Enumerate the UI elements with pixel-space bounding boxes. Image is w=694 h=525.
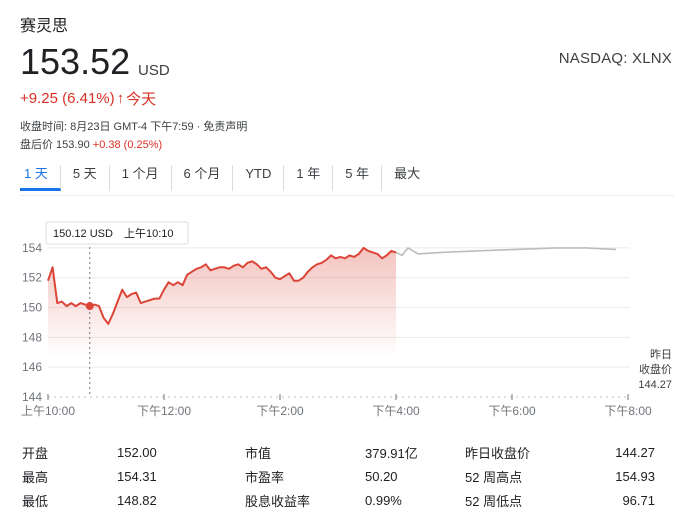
stat-pe-label: 市盈率: [245, 469, 285, 485]
stat-open-value: 152.00: [117, 444, 157, 460]
tab-6m[interactable]: 6 个月: [172, 165, 234, 191]
price-tooltip: 150.12 USD 上午10:10: [45, 221, 189, 245]
tab-1m[interactable]: 1 个月: [110, 165, 172, 191]
stat-52w-low-label: 52 周低点: [465, 493, 523, 509]
close-time-info: 收盘时间: 8月23日 GMT-4 下午7:59 · 免责声明: [20, 121, 248, 133]
price-chart[interactable]: 154 152 150 148 146 144 上午10:00 下午12:00 下午2:00 下…: [0, 210, 694, 430]
price-line: [47, 246, 397, 325]
stock-price: 153.52: [20, 41, 131, 82]
price-change: +9.25 (6.41%) ↑ 今天: [20, 88, 156, 109]
x-tick-label: 下午12:00: [137, 404, 191, 418]
stat-52w-low-value: 96.71: [622, 492, 655, 508]
change-amount: +9.25 (6.41%): [20, 90, 115, 107]
tab-5y[interactable]: 5 年: [333, 165, 383, 191]
stat-dividend-value: 0.99%: [365, 492, 402, 508]
y-tick-label: 154: [22, 241, 42, 255]
tab-max[interactable]: 最大: [394, 166, 421, 181]
stats-table: 开盘 152.00 市值 379.91亿 昨日收盘价 144.27 最高 154…: [22, 440, 672, 512]
stat-market-cap-label: 市值: [245, 445, 272, 461]
after-hours-label: 盘后价 153.90: [20, 139, 90, 151]
after-hours-change: +0.38 (0.25%): [92, 139, 163, 151]
exchange-ticker: NASDAQ: XLNX: [558, 50, 672, 67]
y-tick-label: 150: [22, 301, 42, 315]
stat-low-value: 148.82: [117, 492, 157, 508]
tooltip-price: 150.12 USD: [53, 228, 113, 240]
range-tabs: 1 天 5 天 1 个月 6 个月 YTD 1 年 5 年 最大: [20, 165, 432, 191]
previous-close-label: 昨日 收盘价 144.27: [638, 348, 672, 391]
x-axis: 上午10:00 下午12:00 下午2:00 下午4:00 下午6:00 下午8:00: [21, 394, 652, 418]
stat-52w-high-value: 154.93: [615, 468, 655, 484]
change-period: 今天: [126, 91, 157, 108]
x-tick-label: 下午4:00: [372, 404, 420, 418]
tooltip-box: [45, 221, 189, 245]
after-hours-line: [395, 246, 617, 257]
stats-row: 最高 154.31 市盈率 50.20 52 周高点 154.93: [22, 464, 672, 488]
stats-row: 最低 148.82 股息收益率 0.99% 52 周低点 96.71: [22, 488, 672, 512]
y-tick-label: 148: [22, 330, 42, 344]
prev-close-line-1: 昨日: [650, 348, 672, 361]
stat-high-value: 154.31: [117, 468, 157, 484]
stat-prev-close-value: 144.27: [615, 444, 655, 460]
x-tick-label: 下午8:00: [604, 404, 652, 418]
y-tick-label: 144: [22, 390, 42, 404]
after-hours-info: 盘后价 153.90 +0.38 (0.25%): [20, 136, 162, 152]
tooltip-time: 上午10:10: [124, 227, 174, 240]
y-tick-label: 146: [22, 360, 42, 374]
tab-1y[interactable]: 1 年: [284, 165, 334, 191]
y-tick-label: 152: [22, 271, 42, 285]
tab-divider: [20, 195, 674, 196]
x-tick-label: 下午2:00: [256, 404, 304, 418]
stats-row: 开盘 152.00 市值 379.91亿 昨日收盘价 144.27: [22, 440, 672, 464]
stat-low-label: 最低: [22, 493, 49, 509]
stat-52w-high-label: 52 周高点: [465, 469, 523, 485]
currency-label: USD: [138, 62, 170, 79]
stat-dividend-label: 股息收益率: [245, 493, 311, 509]
x-tick-label: 下午6:00: [488, 404, 536, 418]
stat-open-label: 开盘: [22, 445, 49, 461]
up-arrow-icon: ↑: [116, 90, 125, 107]
tab-1d[interactable]: 1 天: [20, 165, 61, 191]
prev-close-value: 144.27: [638, 379, 672, 391]
prev-close-line-2: 收盘价: [639, 362, 672, 376]
stat-prev-close-label: 昨日收盘价: [465, 445, 531, 461]
stat-pe-value: 50.20: [365, 468, 398, 484]
y-axis: 154 152 150 148 146 144: [22, 241, 42, 404]
company-name: 赛灵思: [20, 18, 69, 35]
tab-5d[interactable]: 5 天: [61, 165, 110, 191]
stat-high-label: 最高: [22, 469, 49, 485]
cursor-point: [85, 302, 94, 311]
tab-ytd[interactable]: YTD: [233, 165, 285, 191]
x-tick-label: 上午10:00: [21, 404, 75, 418]
stat-market-cap-value: 379.91亿: [365, 445, 418, 461]
price-area-fill: [48, 247, 396, 357]
